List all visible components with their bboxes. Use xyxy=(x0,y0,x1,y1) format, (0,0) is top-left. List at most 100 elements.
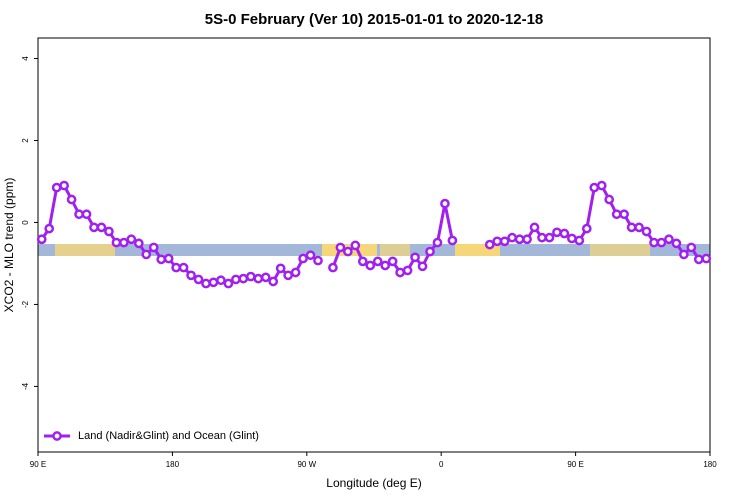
data-point xyxy=(178,262,189,273)
data-point xyxy=(66,194,77,205)
data-point xyxy=(686,242,697,253)
data-point xyxy=(148,242,159,253)
data-point xyxy=(245,271,256,282)
data-point xyxy=(656,237,667,248)
data-point xyxy=(260,272,271,283)
data-point xyxy=(193,274,204,285)
data-point xyxy=(596,180,607,191)
y-tick-label: -2 xyxy=(21,300,30,308)
data-point xyxy=(283,270,293,281)
data-point xyxy=(679,249,689,260)
data-point xyxy=(343,246,353,257)
data-point xyxy=(402,265,413,276)
data-point xyxy=(499,236,510,247)
data-point xyxy=(111,237,122,248)
data-point xyxy=(305,250,316,261)
data-point xyxy=(537,232,547,243)
data-point xyxy=(410,252,420,263)
data-point xyxy=(298,253,308,264)
data-point xyxy=(484,239,495,250)
data-point xyxy=(492,236,503,247)
data-point xyxy=(440,198,450,209)
data-point xyxy=(574,235,585,246)
y-axis-label: XCO2 - MLO trend (ppm) xyxy=(2,178,16,313)
data-point xyxy=(208,277,219,288)
x-tick-label: 180 xyxy=(703,460,717,469)
data-point xyxy=(119,237,129,248)
data-point xyxy=(290,267,301,278)
data-point xyxy=(649,237,659,248)
data-point xyxy=(671,238,682,249)
x-tick-label: 90 E xyxy=(30,460,46,469)
data-point xyxy=(156,254,167,265)
data-point xyxy=(126,234,137,245)
data-point xyxy=(447,235,458,246)
data-point xyxy=(104,226,114,237)
data-point xyxy=(626,222,637,233)
data-point xyxy=(559,228,570,239)
data-point xyxy=(186,270,196,281)
data-point xyxy=(335,242,346,253)
data-point xyxy=(74,209,84,220)
x-tick-label: 180 xyxy=(166,460,180,469)
data-point xyxy=(231,274,241,285)
data-point xyxy=(634,222,644,233)
data-point xyxy=(59,180,69,191)
data-point xyxy=(89,222,99,233)
y-tick-label: 2 xyxy=(21,138,30,143)
data-point xyxy=(589,182,600,193)
data-point xyxy=(238,273,249,284)
plot-frame xyxy=(37,37,711,453)
data-point xyxy=(81,209,92,220)
x-tick-label: 90 E xyxy=(567,460,583,469)
data-point xyxy=(216,275,226,286)
chart-title: 5S-0 February (Ver 10) 2015-01-01 to 202… xyxy=(205,11,544,28)
data-point xyxy=(529,222,540,233)
data-point xyxy=(133,238,144,249)
data-point xyxy=(380,260,391,271)
data-point xyxy=(141,249,152,260)
data-point xyxy=(693,254,704,265)
data-point xyxy=(44,223,55,234)
data-point xyxy=(522,234,532,245)
data-point xyxy=(611,209,622,220)
surface-band xyxy=(38,244,710,256)
data-point xyxy=(701,253,712,264)
data-point xyxy=(544,232,555,243)
data-point xyxy=(664,234,674,245)
data-point xyxy=(201,278,211,289)
y-tick-label: 4 xyxy=(21,56,30,61)
data-point xyxy=(365,260,376,271)
data-point xyxy=(357,256,368,267)
data-point xyxy=(425,246,435,257)
data-point xyxy=(268,276,279,287)
x-axis-label: Longitude (deg E) xyxy=(326,476,421,490)
data-point xyxy=(51,182,62,193)
data-point xyxy=(253,273,264,284)
legend-label: Land (Nadir&Glint) and Ocean (Glint) xyxy=(78,430,259,442)
data-point xyxy=(163,253,174,264)
data-point xyxy=(395,267,405,278)
data-point xyxy=(36,234,47,245)
data-point xyxy=(507,232,517,243)
data-point xyxy=(514,234,525,245)
x-tick-label: 90 W xyxy=(297,460,316,469)
data-point xyxy=(641,226,652,237)
y-tick-label: -4 xyxy=(21,382,30,390)
data-point xyxy=(96,222,107,233)
data-point xyxy=(372,256,383,267)
legend-marker xyxy=(52,431,62,441)
data-point xyxy=(552,227,562,238)
data-point xyxy=(567,233,577,244)
data-point xyxy=(432,237,443,248)
data-point xyxy=(313,255,323,266)
data-point xyxy=(417,261,428,272)
data-point xyxy=(387,256,398,267)
data-point xyxy=(604,194,615,205)
data-point xyxy=(223,278,234,289)
data-point xyxy=(275,263,286,274)
data-point xyxy=(350,240,361,251)
data-point xyxy=(581,223,592,234)
x-tick-label: 0 xyxy=(439,460,444,469)
